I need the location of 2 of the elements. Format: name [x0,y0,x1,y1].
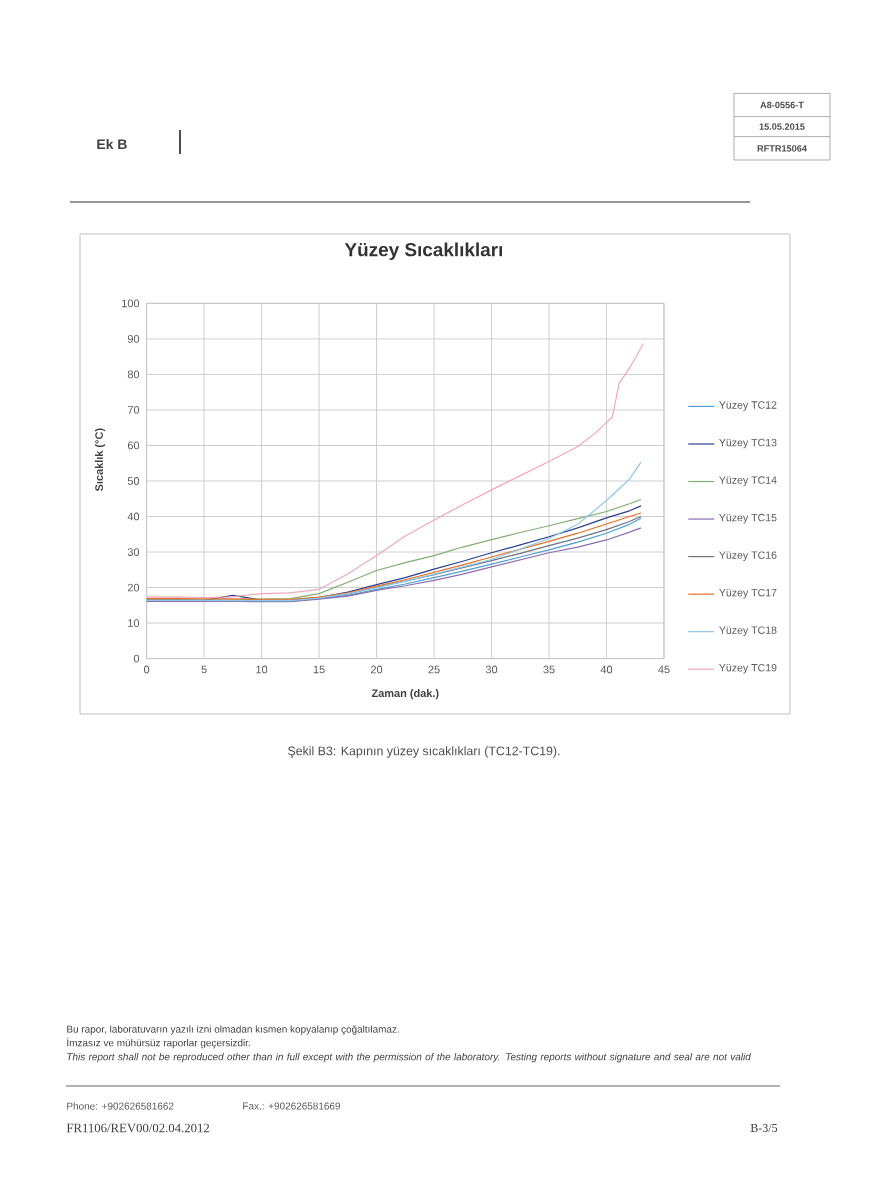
chart-title: Yüzey Sıcaklıkları [344,242,503,261]
line-series [146,342,644,599]
